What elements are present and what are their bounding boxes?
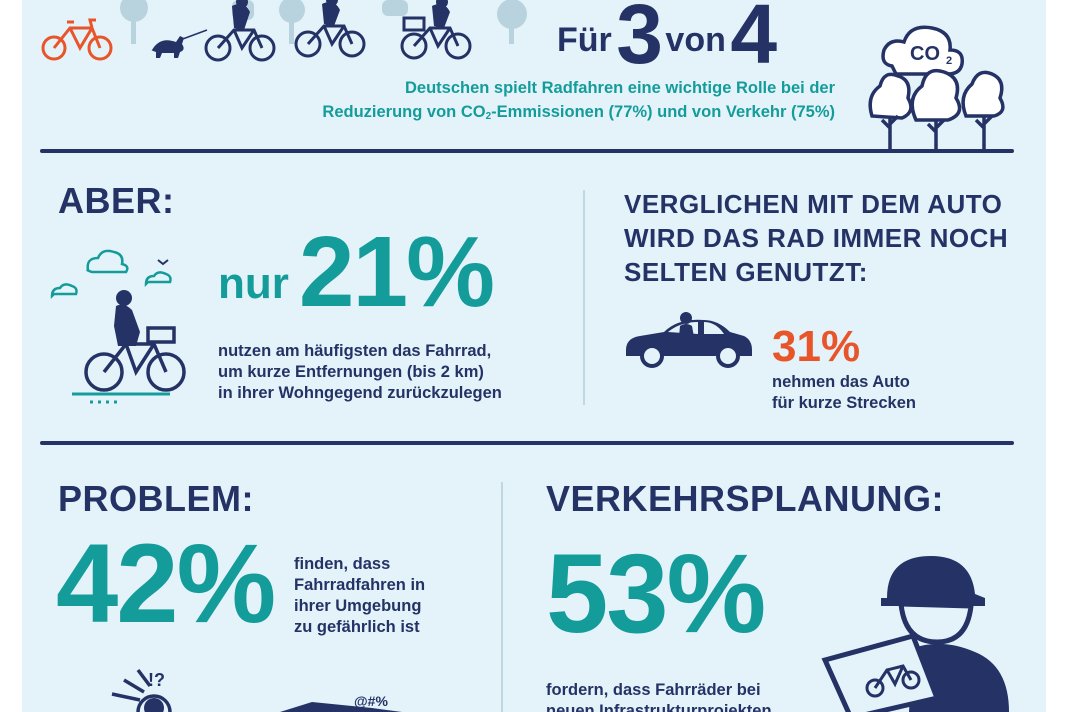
hero-number-three: 3 (616, 0, 663, 81)
stat-31-value: 31% (772, 322, 861, 371)
stat-42-desc-line-3: ihrer Umgebung (294, 597, 422, 615)
middle-column-separator (583, 190, 585, 405)
planning-heading: VERKEHRSPLANUNG: (546, 478, 945, 519)
compare-heading-line-3: SELTEN GENUTZT: (624, 257, 868, 287)
hero-prefix: Für (557, 21, 612, 59)
stat-31-desc-line-2: für kurze Strecken (772, 394, 916, 412)
stat-42-desc-line-2: Fahrradfahren in (294, 576, 426, 594)
compare-heading: VERGLICHEN MIT DEM AUTO WIRD DAS RAD IMM… (624, 187, 1014, 289)
top-cyclists-illustration (41, 0, 527, 62)
cloud-icon (881, 25, 964, 76)
curse-text: @#% (354, 693, 388, 709)
stat-53-desc-line-2: neuen Infrastrukturprojekten (546, 702, 772, 712)
woman-cyclist-illustration (50, 249, 186, 404)
stat-42-description: finden, dass Fahrradfahren in ihrer Umge… (294, 554, 484, 638)
top-subtitle-line-2-post: -Emmissionen (77%) und von Verkehr (75%) (491, 103, 835, 121)
stat-53-value: 53% (546, 531, 766, 656)
hero-middle: von (665, 21, 726, 59)
top-subtitle-line-2: Reduzierung von CO2-Emmissionen (77%) un… (172, 100, 835, 129)
hero-headline: Für 3 von 4 (557, 0, 777, 76)
cyclist-icon (204, 16, 472, 62)
problem-heading: PROBLEM: (58, 478, 254, 519)
hero-number-four: 4 (730, 0, 777, 81)
alert-text: !? (148, 670, 165, 690)
co2-subscript: 2 (485, 111, 492, 122)
divider-top (40, 149, 1014, 153)
stat-21-description: nutzen am häufigsten das Fahrrad, um kur… (218, 341, 578, 404)
stat-42-value: 42% (56, 521, 276, 646)
stat-21-percent: nur 21% (218, 222, 495, 322)
tree-icon (868, 68, 1005, 122)
alert-illustration: !? @#% (111, 668, 402, 712)
bird-icon (157, 259, 169, 266)
stat-31-description: nehmen das Auto für kurze Strecken (772, 372, 992, 414)
top-subtitle-line-1: Deutschen spielt Radfahren eine wichtige… (404, 79, 835, 97)
stat-42-desc-line-4: zu gefährlich ist (294, 618, 420, 636)
stat-21-desc-line-1: nutzen am häufigsten das Fahrrad, (218, 342, 492, 360)
infographic-poster: Für 3 von 4 Deutschen spielt Radfahren e… (22, 0, 1046, 712)
cloud-icon (50, 249, 172, 300)
car-icon (626, 312, 752, 368)
top-subtitle-line-2-pre: Reduzierung von CO (322, 103, 486, 121)
bicycle-icon (865, 664, 921, 698)
divider-middle (40, 441, 1014, 445)
co2-trees-illustration: CO 2 (868, 25, 1005, 150)
stat-21-value: 21% (298, 216, 495, 328)
stat-42-desc-line-1: finden, dass (294, 555, 391, 573)
alert-icon (111, 668, 172, 712)
aber-heading: ABER: (58, 180, 175, 221)
co2-label: CO (910, 43, 940, 65)
co2-label-sub: 2 (946, 55, 952, 67)
stat-21-prefix: nur (218, 259, 289, 308)
compare-heading-line-2: WIRD DAS RAD IMMER NOCH (624, 223, 1009, 253)
bottom-column-separator (501, 482, 503, 712)
compare-heading-line-1: VERGLICHEN MIT DEM AUTO (624, 189, 1003, 219)
bicycle-icon (41, 18, 113, 61)
stat-31-desc-line-1: nehmen das Auto (772, 373, 910, 391)
dog-icon (151, 36, 184, 58)
stat-21-desc-line-2: um kurze Entfernungen (bis 2 km) (218, 363, 484, 381)
worker-icon (821, 556, 1009, 712)
stat-21-desc-line-3: in ihrer Wohngegend zurückzulegen (218, 384, 502, 402)
stat-53-desc-line-1: fordern, dass Fahrräder bei (546, 681, 761, 699)
stat-53-description: fordern, dass Fahrräder bei neuen Infras… (546, 680, 846, 712)
top-subtitle: Deutschen spielt Radfahren eine wichtige… (172, 76, 835, 129)
